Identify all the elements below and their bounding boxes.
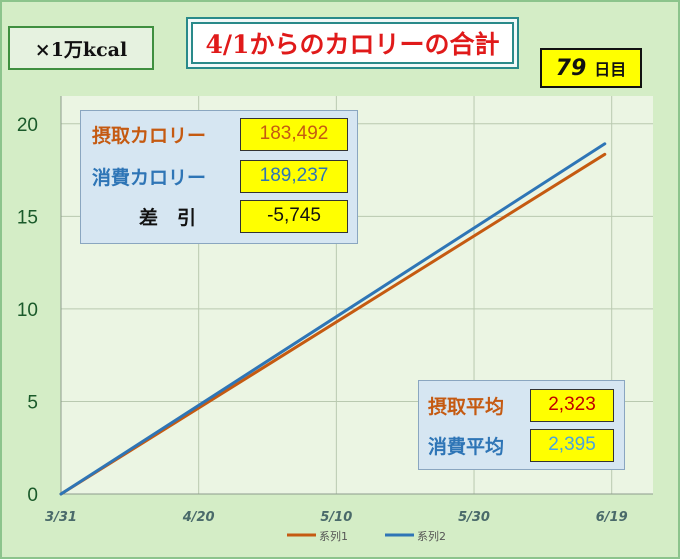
intake-value: 183,492 (240, 117, 348, 151)
y-tick-label: 20 (17, 115, 38, 136)
calorie-summary-panel: 摂取カロリー 183,492 消費カロリー 189,237 差 引 -5,745 (80, 110, 358, 244)
x-tick-label: 4/20 (182, 510, 215, 525)
summary-row-difference: 差 引 -5,745 (81, 198, 357, 234)
chart-title-frame: 4/1からのカロリーの合計 (186, 17, 519, 69)
series-line-2 (59, 142, 607, 496)
avg-burned-label: 消費平均 (428, 435, 505, 458)
unit-label: ×1万kcal (8, 26, 154, 70)
difference-label: 差 引 (139, 206, 197, 229)
average-panel: 摂取平均 2,323 消費平均 2,395 (418, 380, 625, 470)
legend-label-1: 系列1 (319, 529, 348, 543)
x-tick-label: 6/19 (596, 510, 628, 525)
day-counter: 79 日目 (540, 48, 642, 88)
avg-intake-label: 摂取平均 (428, 395, 505, 418)
y-tick-label: 5 (27, 392, 38, 413)
avg-row-burned: 消費平均 2,395 (419, 427, 624, 463)
difference-value: -5,745 (240, 199, 348, 233)
burned-label: 消費カロリー (92, 166, 207, 189)
intake-label: 摂取カロリー (92, 124, 207, 147)
avg-intake-value: 2,323 (530, 388, 614, 422)
series-lines (59, 142, 607, 496)
y-tick-label: 15 (17, 207, 38, 228)
x-tick-label: 5/30 (458, 510, 490, 525)
legend: 系列1 系列2 (287, 529, 446, 543)
burned-value: 189,237 (240, 159, 348, 193)
summary-row-burned: 消費カロリー 189,237 (81, 158, 357, 194)
avg-row-intake: 摂取平均 2,323 (419, 387, 624, 423)
y-tick-label: 10 (17, 300, 38, 321)
x-tick-label: 5/10 (320, 510, 352, 525)
avg-burned-value: 2,395 (530, 428, 614, 462)
y-axis-ticks: 0 5 10 15 20 (17, 115, 38, 506)
summary-row-intake: 摂取カロリー 183,492 (81, 116, 357, 152)
day-unit: 日目 (594, 60, 627, 79)
y-tick-label: 0 (27, 485, 38, 506)
legend-label-2: 系列2 (417, 529, 446, 543)
x-axis-ticks: 3/31 4/20 5/10 5/30 6/19 (45, 510, 628, 525)
chart-title: 4/1からのカロリーの合計 (191, 22, 514, 64)
day-number: 79 (555, 55, 587, 81)
x-tick-label: 3/31 (45, 510, 77, 525)
